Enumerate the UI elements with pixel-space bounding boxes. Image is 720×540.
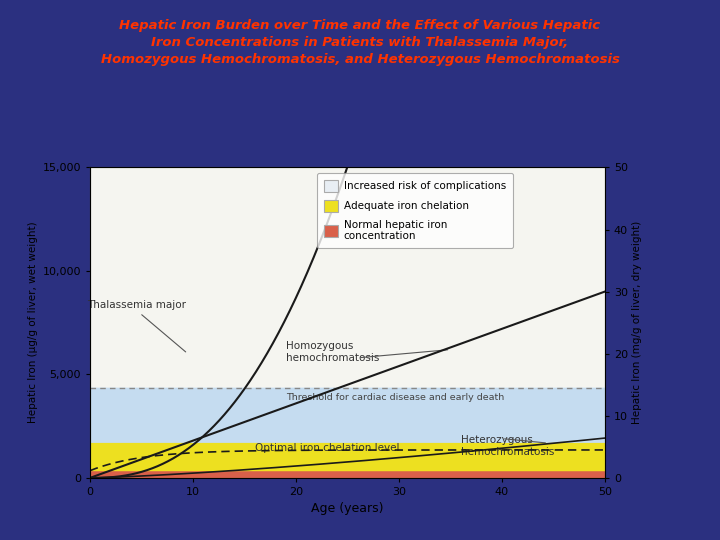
Text: Thalassemia major: Thalassemia major xyxy=(87,300,186,352)
Text: Threshold for cardiac disease and early death: Threshold for cardiac disease and early … xyxy=(286,393,504,402)
Legend: Increased risk of complications, Adequate iron chelation, Normal hepatic iron
co: Increased risk of complications, Adequat… xyxy=(317,173,513,248)
X-axis label: Age (years): Age (years) xyxy=(311,503,384,516)
Text: Heterozygous
hemochromatosis: Heterozygous hemochromatosis xyxy=(461,435,554,457)
Text: Homozygous
hemochromatosis: Homozygous hemochromatosis xyxy=(286,341,379,363)
Text: Optimal iron chelation level: Optimal iron chelation level xyxy=(255,443,399,453)
Y-axis label: Hepatic Iron (mg/g of liver, dry weight): Hepatic Iron (mg/g of liver, dry weight) xyxy=(632,221,642,424)
Y-axis label: Hepatic Iron (μg/g of liver, wet weight): Hepatic Iron (μg/g of liver, wet weight) xyxy=(28,222,38,423)
Text: Hepatic Iron Burden over Time and the Effect of Various Hepatic
Iron Concentrati: Hepatic Iron Burden over Time and the Ef… xyxy=(101,19,619,66)
